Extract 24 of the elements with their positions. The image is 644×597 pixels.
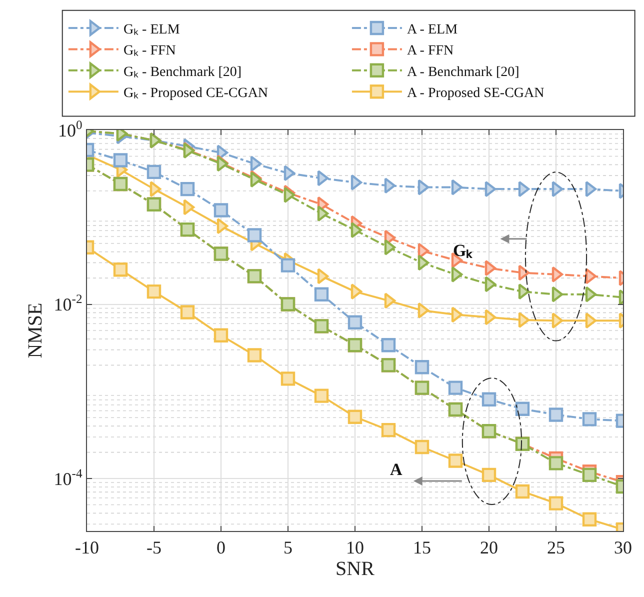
annotation: Gₖ — [453, 241, 474, 260]
x-tick-label: -5 — [146, 538, 162, 558]
x-tick-label: 5 — [284, 538, 292, 558]
x-tick-label: 20 — [480, 538, 498, 558]
legend-label: A - FFN — [406, 44, 454, 59]
legend-label: A - Proposed SE-CGAN — [406, 86, 544, 102]
legend-label: Gₖ - Proposed CE-CGAN — [123, 86, 268, 102]
legend-label: Gₖ - Benchmark [20] — [123, 64, 242, 80]
annotation: A — [390, 460, 403, 479]
y-tick-label: 10$^{0}$ — [58, 118, 82, 140]
y-tick-label: 10$^{-4}$ — [54, 466, 83, 489]
legend-label: A - Benchmark [20] — [406, 64, 520, 80]
x-tick-label: 10 — [346, 538, 364, 558]
legend-label: Gₖ - ELM — [123, 22, 180, 38]
legend-label: A - ELM — [406, 22, 458, 38]
x-tick-label: -10 — [75, 538, 99, 558]
x-tick-label: 0 — [216, 538, 226, 558]
y-tick-label: 10$^{-2}$ — [54, 292, 82, 315]
y-axis-title: NMSE — [24, 302, 46, 358]
x-tick-label: 15 — [413, 538, 431, 558]
x-axis-title: SNR — [336, 558, 376, 580]
x-tick-label: 30 — [614, 538, 632, 558]
legend-label: Gₖ - FFN — [123, 44, 176, 59]
x-tick-label: 25 — [547, 538, 565, 558]
